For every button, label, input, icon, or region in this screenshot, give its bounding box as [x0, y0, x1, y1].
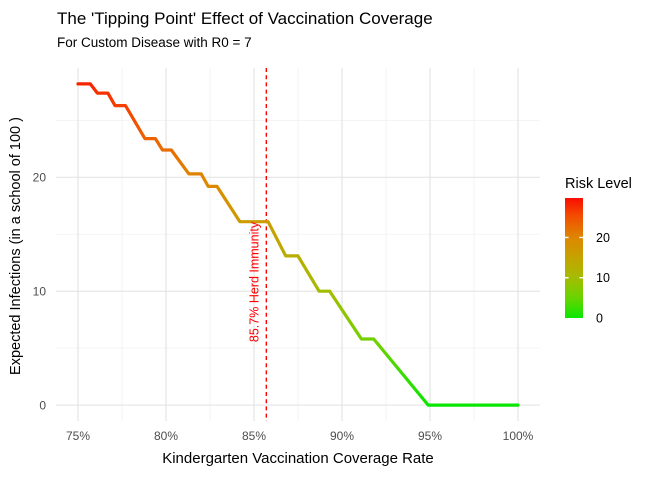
x-tick-label: 75% — [66, 429, 90, 443]
legend-gradient-bar — [565, 198, 583, 318]
herd-immunity-label: 85.7% Herd Immunity — [247, 221, 261, 342]
legend-tick — [565, 236, 569, 239]
legend-tick — [565, 277, 569, 279]
legend-value-label: 10 — [596, 271, 610, 285]
y-axis-title: Expected Infections (in a school of 100 … — [8, 117, 24, 375]
x-tick-label: 95% — [418, 429, 442, 443]
legend-tick — [579, 236, 583, 239]
legend-value-label: 20 — [596, 231, 610, 245]
y-tick-label: 10 — [33, 284, 47, 298]
x-tick-label: 90% — [330, 429, 354, 443]
chart-subtitle: For Custom Disease with R0 = 7 — [57, 35, 252, 50]
legend-tick — [579, 277, 583, 279]
chart-title: The 'Tipping Point' Effect of Vaccinatio… — [57, 9, 433, 28]
y-tick-label: 0 — [39, 398, 46, 412]
x-axis-title: Kindergarten Vaccination Coverage Rate — [162, 450, 434, 467]
legend-title: Risk Level — [565, 176, 632, 192]
infection-curve-line — [76, 82, 520, 407]
y-tick-label: 20 — [33, 171, 47, 185]
legend-value-label: 0 — [596, 311, 603, 325]
x-tick-label: 100% — [503, 429, 534, 443]
x-tick-label: 85% — [242, 429, 266, 443]
x-tick-label: 80% — [154, 429, 178, 443]
